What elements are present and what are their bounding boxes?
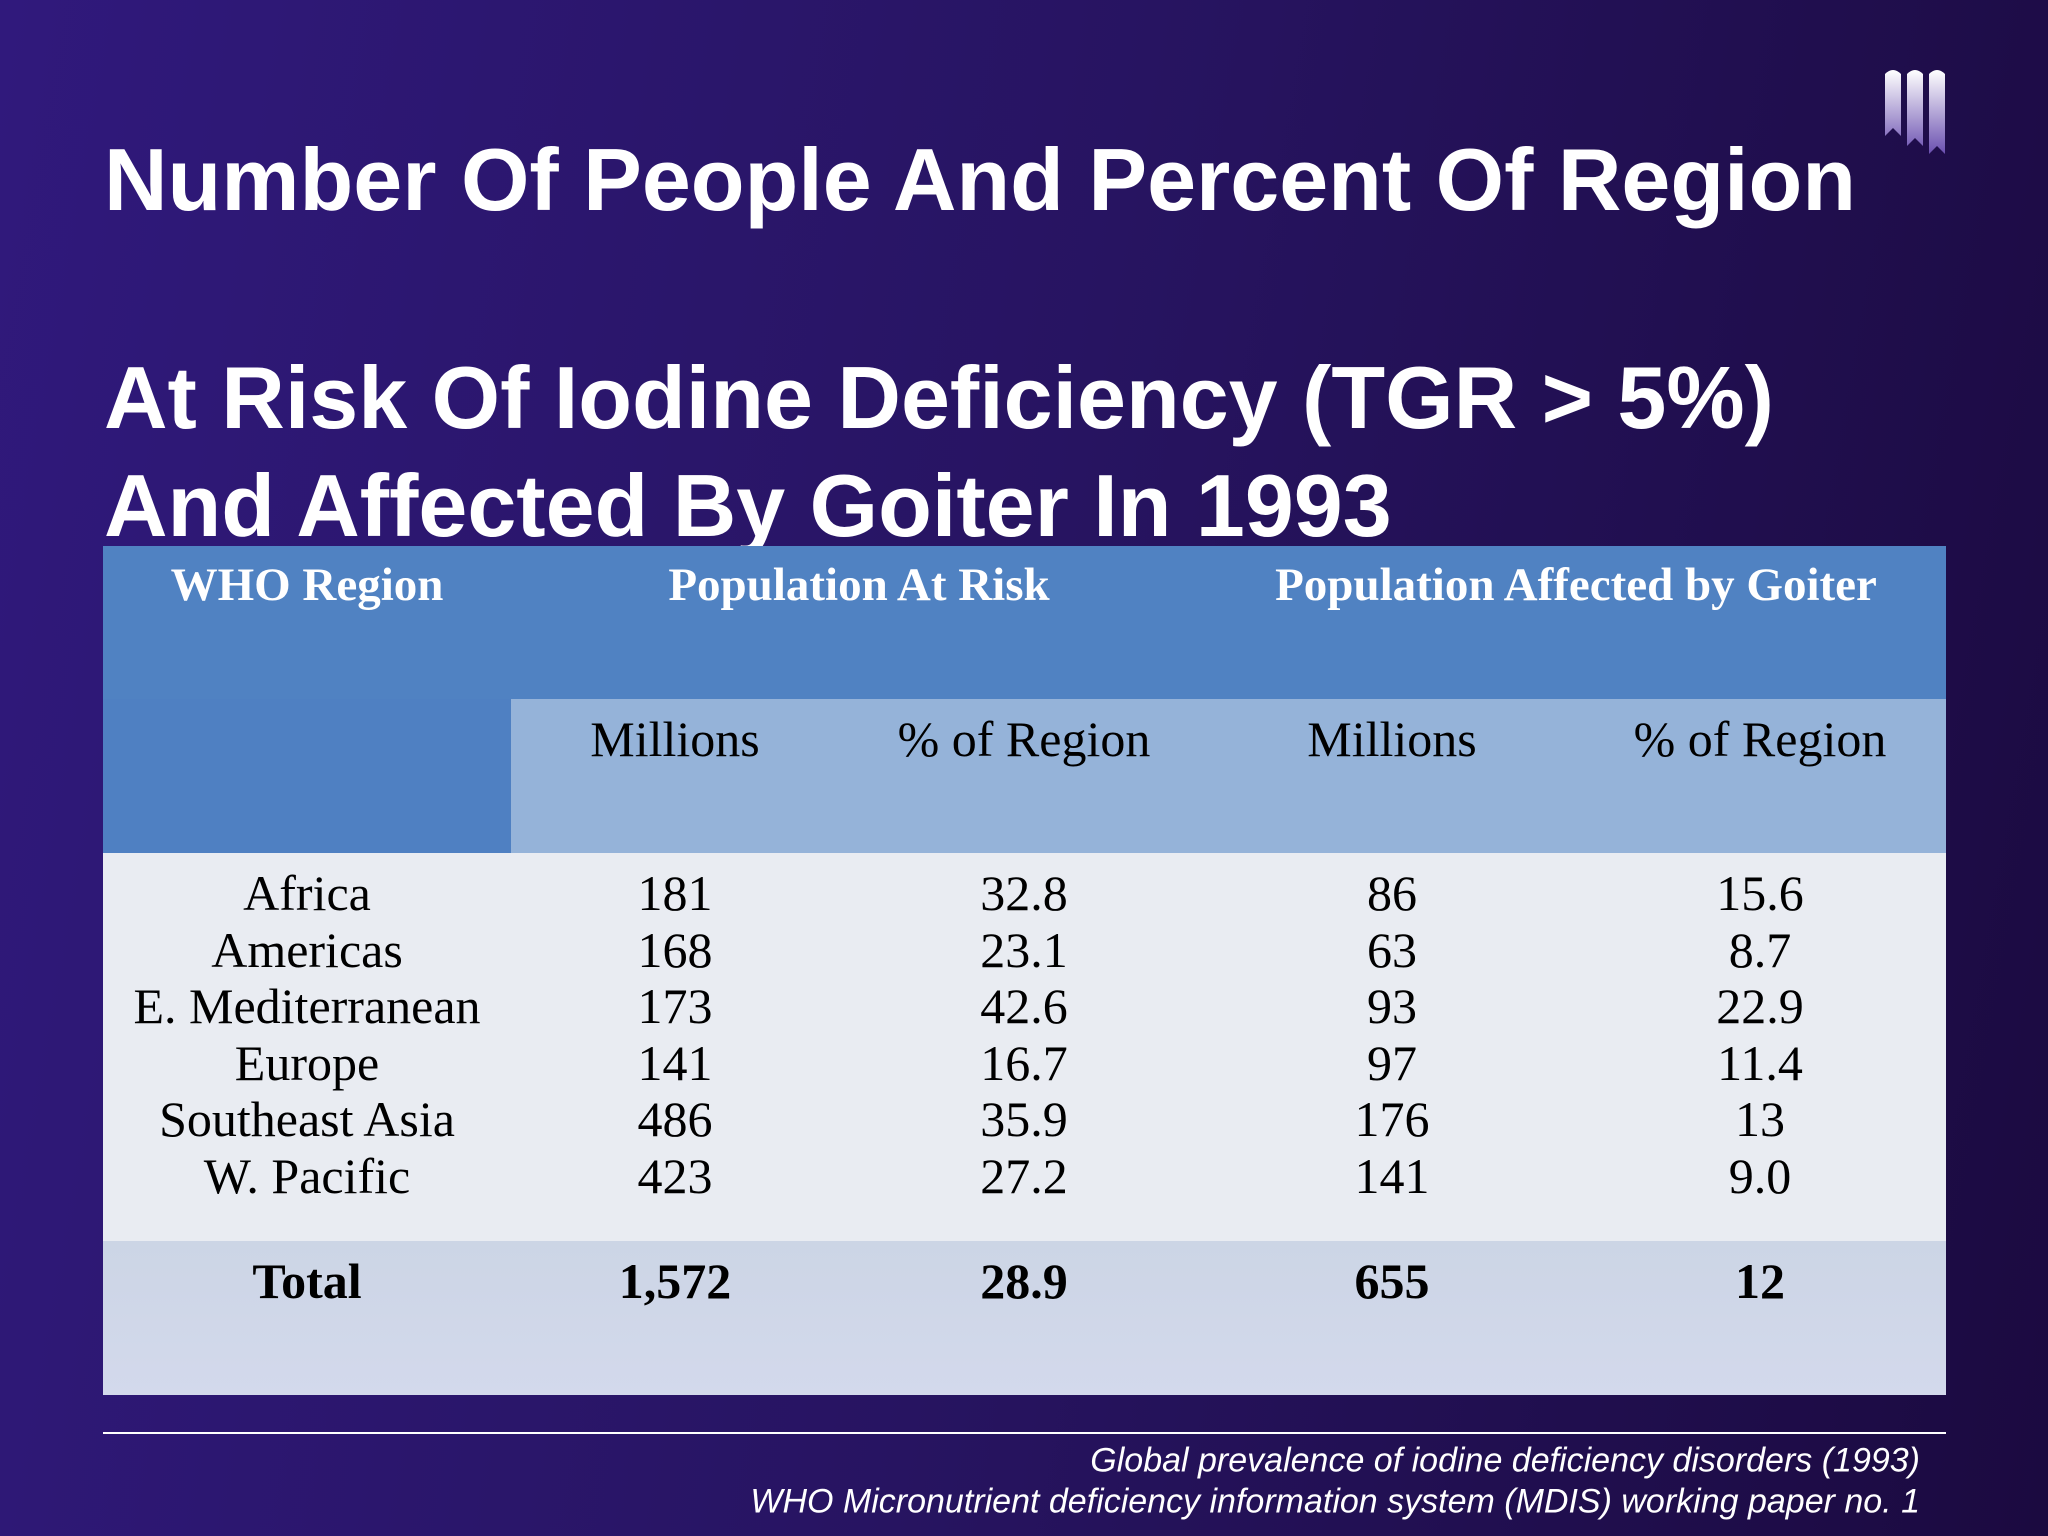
- table-cell: 86: [1367, 865, 1417, 921]
- table-cell: Europe: [234, 1034, 380, 1091]
- subheader-cell: Millions: [590, 711, 760, 767]
- source-line: WHO Micronutrient deficiency information…: [750, 1482, 1920, 1521]
- table-cell: 423: [637, 1148, 713, 1204]
- table-cell: 42.6: [980, 978, 1068, 1035]
- table-cell: 22.9: [1716, 978, 1804, 1035]
- table-cell: 32.8: [980, 865, 1068, 921]
- title-line: At Risk Of Iodine Deficiency (TGR > 5%): [104, 348, 1774, 447]
- logo: [1885, 70, 1945, 154]
- table-cell: 93: [1367, 978, 1417, 1035]
- table-cell: 97: [1367, 1034, 1417, 1091]
- table-cell: 35.9: [980, 1091, 1068, 1148]
- title-line: Number Of People And Percent Of Region: [104, 130, 1857, 229]
- table-cell: 27.2: [980, 1148, 1068, 1204]
- table-cell: 9.0: [1728, 1148, 1792, 1204]
- header-cell: WHO Region: [170, 559, 444, 611]
- total-cell: 1,572: [618, 1253, 732, 1309]
- subheader-band: [511, 699, 1946, 853]
- table-cell: 168: [637, 921, 713, 978]
- title-line: And Affected By Goiter In 1993: [104, 456, 1392, 555]
- table-cell: 181: [637, 865, 713, 921]
- header-band: [103, 546, 1946, 699]
- header-band: [103, 699, 511, 853]
- total-cell: 12: [1735, 1253, 1785, 1309]
- total-cell: Total: [252, 1253, 362, 1309]
- total-band: [103, 1241, 1946, 1395]
- table-cell: Americas: [211, 921, 403, 978]
- header-cell: Population At Risk: [668, 559, 1050, 611]
- subheader-cell: % of Region: [1633, 711, 1887, 767]
- source-line: Global prevalence of iodine deficiency d…: [1090, 1441, 1920, 1480]
- table-cell: 63: [1367, 921, 1417, 978]
- table-cell: 15.6: [1716, 865, 1804, 921]
- table-cell: Africa: [243, 865, 371, 921]
- table-cell: 23.1: [980, 921, 1068, 978]
- subheader-cell: Millions: [1307, 711, 1477, 767]
- total-cell: 28.9: [980, 1253, 1068, 1309]
- table-cell: Southeast Asia: [159, 1091, 455, 1148]
- table-cell: 11.4: [1717, 1034, 1803, 1091]
- table-cell: 8.7: [1728, 921, 1792, 978]
- divider: [103, 1432, 1946, 1434]
- table-cell: 141: [637, 1034, 713, 1091]
- table-cell: 486: [637, 1091, 713, 1148]
- table-cell: W. Pacific: [203, 1148, 411, 1204]
- subheader-cell: % of Region: [897, 711, 1151, 767]
- table-cell: 173: [637, 978, 713, 1035]
- table-cell: 141: [1354, 1148, 1430, 1204]
- table-cell: E. Mediterranean: [133, 978, 481, 1035]
- header-cell: Population Affected by Goiter: [1275, 559, 1877, 611]
- table-cell: 13: [1735, 1091, 1785, 1148]
- total-cell: 655: [1354, 1253, 1430, 1309]
- body-band: [103, 853, 1946, 1241]
- table: WHO Region Population At Risk Population A…: [103, 546, 1946, 1395]
- table-cell: 16.7: [980, 1034, 1068, 1091]
- table-cell: 176: [1354, 1091, 1430, 1148]
